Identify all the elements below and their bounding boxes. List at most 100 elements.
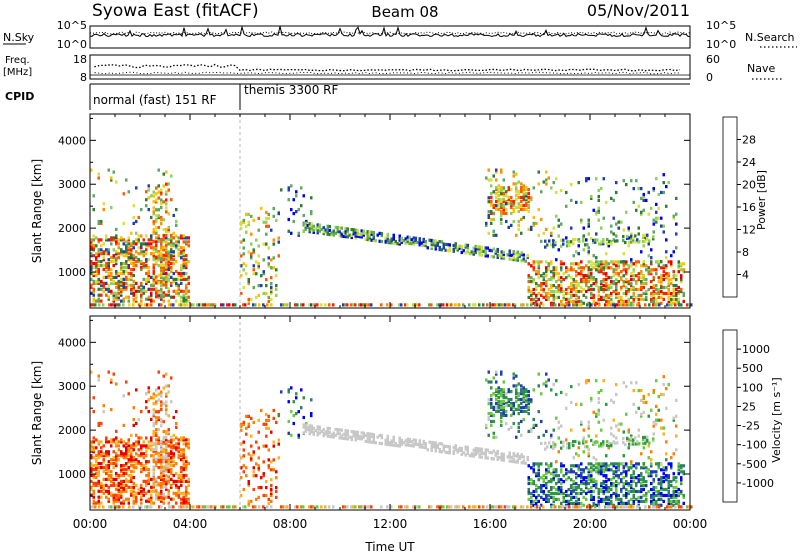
power-cell bbox=[103, 256, 106, 259]
power-cell bbox=[140, 288, 143, 291]
power-cell bbox=[673, 288, 676, 291]
power-cell bbox=[381, 240, 384, 243]
velocity-cell bbox=[481, 456, 484, 459]
cpid-panel: CPID normal (fast) 151 RF themis 3300 RF bbox=[5, 83, 690, 110]
power-cell bbox=[93, 298, 96, 301]
velocity-cell bbox=[653, 389, 656, 392]
velocity-cell bbox=[115, 382, 118, 385]
power-cell bbox=[509, 250, 512, 253]
power-cell bbox=[188, 276, 191, 279]
power-cell bbox=[93, 288, 96, 291]
nave-trace bbox=[95, 72, 680, 73]
power-cell bbox=[270, 282, 273, 285]
velocity-cell bbox=[260, 476, 263, 479]
velocity-cell bbox=[565, 478, 568, 481]
velocity-cell bbox=[528, 412, 531, 415]
power-cell bbox=[640, 286, 643, 289]
power-ytick-label: 4000 bbox=[58, 134, 86, 147]
velocity-cell bbox=[628, 466, 631, 469]
velocity-cell bbox=[543, 382, 546, 385]
power-cell bbox=[108, 284, 111, 287]
power-cell bbox=[105, 248, 108, 251]
velocity-cell bbox=[130, 490, 133, 493]
power-cell bbox=[165, 191, 168, 194]
velocity-cell bbox=[248, 480, 251, 483]
power-cell bbox=[665, 250, 668, 253]
velocity-cell bbox=[140, 462, 143, 465]
velocity-cell bbox=[173, 438, 176, 441]
velocity-cell bbox=[495, 402, 498, 405]
power-cell bbox=[573, 300, 576, 303]
power-cell bbox=[468, 303, 471, 306]
velocity-cell bbox=[185, 498, 188, 501]
velocity-cell bbox=[178, 454, 181, 457]
velocity-cell bbox=[613, 482, 616, 485]
power-cell bbox=[518, 180, 521, 183]
power-cell bbox=[133, 274, 136, 277]
velocity-cell bbox=[165, 404, 168, 407]
velocity-cell bbox=[387, 435, 390, 438]
velocity-cell bbox=[595, 379, 598, 382]
power-cell bbox=[275, 219, 278, 222]
velocity-cell bbox=[528, 498, 531, 501]
velocity-cell bbox=[598, 488, 601, 491]
velocity-cell bbox=[535, 488, 538, 491]
power-cell bbox=[598, 207, 601, 210]
power-cell bbox=[655, 177, 658, 180]
power-cell bbox=[150, 242, 153, 245]
power-cell bbox=[508, 226, 511, 229]
velocity-cell bbox=[505, 396, 508, 399]
power-cell bbox=[658, 207, 661, 210]
velocity-cell bbox=[655, 470, 658, 473]
velocity-cell bbox=[675, 415, 678, 418]
power-cell bbox=[673, 274, 676, 277]
power-cell bbox=[538, 260, 541, 263]
velocity-cell bbox=[583, 468, 586, 471]
power-cell bbox=[575, 274, 578, 277]
noise-left-tick-bottom: 10^0 bbox=[57, 38, 87, 51]
power-cell bbox=[538, 298, 541, 301]
velocity-cell bbox=[243, 421, 246, 424]
velocity-cell bbox=[243, 454, 246, 457]
power-cell bbox=[575, 262, 578, 265]
power-cell bbox=[675, 197, 678, 200]
power-cell bbox=[668, 296, 671, 299]
velocity-cell bbox=[558, 421, 561, 424]
velocity-cell bbox=[270, 431, 273, 434]
velocity-cell bbox=[600, 462, 603, 465]
power-cell bbox=[675, 246, 678, 249]
velocity-cell bbox=[293, 422, 296, 425]
velocity-cell bbox=[255, 474, 258, 477]
power-cell bbox=[630, 258, 633, 261]
power-cell bbox=[270, 286, 273, 289]
velocity-cell bbox=[595, 466, 598, 469]
power-cell bbox=[523, 253, 526, 256]
power-cell bbox=[580, 270, 583, 273]
velocity-cell bbox=[670, 480, 673, 483]
power-cell bbox=[653, 268, 656, 271]
velocity-cell bbox=[658, 498, 661, 501]
power-cell bbox=[160, 254, 163, 257]
velocity-cell bbox=[533, 480, 536, 483]
velocity-cell bbox=[103, 466, 106, 469]
velocity-cell bbox=[278, 456, 281, 459]
power-cell bbox=[93, 208, 96, 211]
velocity-cell bbox=[150, 490, 153, 493]
velocity-cell bbox=[175, 502, 178, 505]
velocity-cell bbox=[175, 480, 178, 483]
velocity-cell bbox=[603, 419, 606, 422]
velocity-cell bbox=[590, 462, 593, 465]
power-cell bbox=[632, 303, 635, 306]
velocity-cell bbox=[145, 436, 148, 439]
power-cell bbox=[95, 270, 98, 273]
velocity-cell bbox=[560, 462, 563, 465]
velocity-cell bbox=[655, 462, 658, 465]
velocity-cell bbox=[155, 489, 158, 492]
power-cell bbox=[118, 246, 121, 249]
velocity-cell bbox=[128, 505, 131, 508]
velocity-cell bbox=[673, 490, 676, 493]
velocity-cell bbox=[188, 438, 191, 441]
velocity-cell bbox=[275, 470, 278, 473]
velocity-cell bbox=[513, 402, 516, 405]
power-cell bbox=[675, 292, 678, 295]
